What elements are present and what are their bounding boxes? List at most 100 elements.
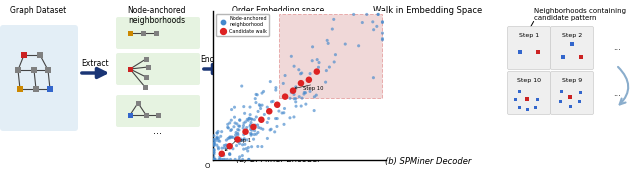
Text: Encode: Encode	[200, 55, 228, 64]
Point	[216, 130, 227, 133]
FancyBboxPatch shape	[156, 112, 161, 118]
Point	[373, 13, 383, 16]
Point	[263, 110, 273, 113]
Point	[230, 158, 240, 161]
Point	[209, 158, 219, 161]
Point	[243, 119, 253, 122]
Text: Neighborhoods containing
candidate pattern: Neighborhoods containing candidate patte…	[534, 8, 626, 21]
Point	[213, 146, 223, 149]
Point	[225, 153, 235, 156]
Point	[219, 154, 229, 157]
FancyBboxPatch shape	[561, 55, 565, 59]
Point	[237, 143, 248, 146]
Point	[244, 158, 254, 161]
Text: Graph Dataset: Graph Dataset	[10, 6, 66, 15]
Point	[232, 128, 243, 131]
Point	[269, 130, 280, 133]
Point	[227, 108, 237, 111]
Point	[329, 61, 339, 63]
Point	[228, 147, 238, 150]
Point	[234, 125, 244, 127]
Point	[210, 158, 220, 161]
Point	[209, 149, 219, 152]
Point	[209, 148, 219, 151]
Point	[241, 130, 251, 133]
Point	[280, 74, 290, 77]
Point	[216, 154, 226, 157]
Point	[229, 106, 239, 109]
Point	[216, 135, 226, 138]
Point	[209, 158, 219, 161]
Point	[234, 158, 244, 161]
Point	[246, 145, 257, 148]
Point	[272, 125, 282, 128]
Point	[289, 97, 300, 100]
Point	[378, 20, 388, 23]
Point	[209, 151, 219, 154]
Point	[209, 138, 219, 141]
Point	[212, 137, 222, 139]
Point	[289, 89, 299, 92]
Point	[285, 116, 295, 119]
Point	[300, 91, 310, 94]
Point	[225, 153, 235, 156]
Text: Step 1: Step 1	[519, 33, 539, 38]
Point	[299, 93, 309, 95]
Point	[362, 13, 372, 16]
Point	[244, 158, 254, 161]
Point	[240, 143, 250, 146]
Point	[277, 112, 287, 114]
FancyBboxPatch shape	[550, 27, 593, 70]
Point	[280, 95, 291, 98]
FancyBboxPatch shape	[559, 99, 561, 102]
Point	[257, 145, 267, 148]
Point	[279, 123, 289, 126]
Point	[237, 85, 247, 87]
Point	[257, 104, 267, 106]
Point	[216, 158, 227, 161]
Text: Walk in Embedding Space: Walk in Embedding Space	[373, 6, 483, 15]
Point	[265, 129, 275, 131]
Point	[235, 118, 245, 121]
Point	[234, 142, 244, 145]
Point	[271, 86, 281, 89]
Point	[213, 139, 223, 142]
FancyBboxPatch shape	[143, 56, 148, 61]
FancyBboxPatch shape	[525, 108, 529, 111]
Point	[288, 89, 298, 92]
Text: Extract: Extract	[81, 59, 109, 68]
Point	[238, 124, 248, 127]
Text: O: O	[228, 127, 234, 136]
Text: Step 10: Step 10	[303, 86, 323, 91]
Point	[328, 18, 339, 21]
Point	[213, 147, 223, 150]
FancyBboxPatch shape	[550, 71, 593, 115]
Point	[223, 137, 233, 140]
Point	[256, 118, 266, 121]
Point	[239, 137, 250, 140]
Point	[209, 134, 219, 137]
Point	[209, 153, 219, 156]
Point	[307, 59, 317, 62]
Point	[296, 72, 307, 74]
Point	[250, 129, 260, 132]
Point	[246, 134, 256, 137]
Point	[285, 97, 295, 100]
Point	[217, 147, 227, 150]
Point	[244, 117, 254, 120]
FancyBboxPatch shape	[536, 98, 538, 100]
FancyBboxPatch shape	[518, 50, 522, 54]
Point	[305, 90, 315, 93]
Point	[340, 43, 350, 45]
Point	[216, 152, 227, 155]
Point	[312, 70, 322, 73]
FancyBboxPatch shape	[33, 86, 39, 92]
FancyBboxPatch shape	[127, 112, 132, 118]
Point	[264, 117, 274, 120]
Point	[232, 122, 242, 125]
Point	[312, 58, 323, 61]
Point	[304, 78, 314, 81]
Point	[226, 119, 236, 122]
Point	[239, 122, 249, 124]
Point	[314, 61, 324, 64]
